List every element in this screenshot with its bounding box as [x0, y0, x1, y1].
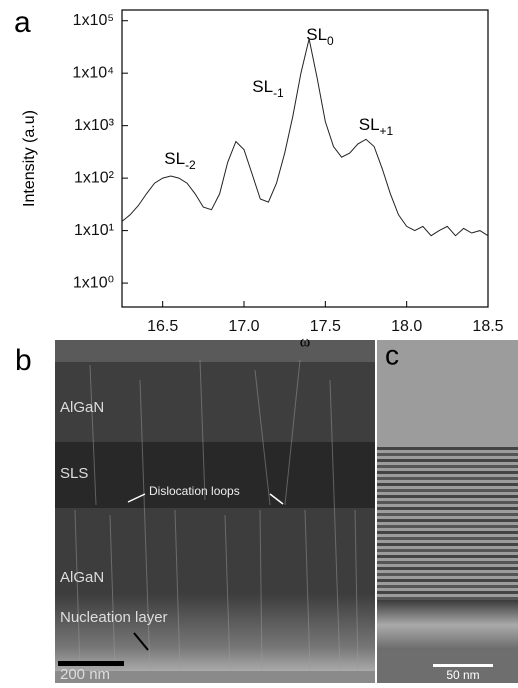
y-tick-label: 1x10⁴ [72, 64, 114, 81]
y-tick-label: 1x10³ [74, 117, 115, 134]
sls-stripe [377, 549, 518, 552]
y-tick-label: 1x10² [74, 169, 115, 186]
plot-frame [121, 9, 489, 308]
peak-label-sub: +1 [380, 124, 394, 138]
sls-stripe [377, 597, 518, 600]
sls-stripe [377, 555, 518, 558]
sls-stripe [377, 459, 518, 462]
scale-bar-label: 50 nm [446, 668, 479, 682]
sls-stripe [377, 525, 518, 528]
peak-label: SL+1 [359, 115, 394, 138]
peak-label: SL0 [306, 25, 334, 48]
x-tick-label: 18.0 [391, 318, 422, 335]
layer-label: SLS [60, 465, 88, 482]
sls-stripe [377, 495, 518, 498]
peak-label-text: SL [164, 149, 185, 168]
sls-stripe [377, 513, 518, 516]
peak-label-text: SL [306, 25, 327, 44]
peak-label-sub: -2 [185, 158, 196, 172]
y-tick-label: 1x10⁰ [73, 274, 114, 291]
sls-stripe [377, 453, 518, 456]
y-tick-label: 1x10⁵ [73, 12, 114, 29]
panel-label: a [14, 6, 31, 39]
sls-stripe [377, 561, 518, 564]
sls-stripe [377, 483, 518, 486]
data-line [121, 38, 489, 237]
peak-label-sub: 0 [327, 34, 334, 48]
sls-stripe [377, 531, 518, 534]
sls-stripe [377, 507, 518, 510]
annotation: Dislocation loops [149, 484, 240, 498]
panel-label: c [385, 339, 399, 370]
sls-stripe [377, 585, 518, 588]
sls-stripe [377, 579, 518, 582]
layer-label: AlGaN [60, 569, 104, 586]
sls-stripe [377, 477, 518, 480]
tem-image-c [377, 340, 518, 683]
peak-label-sub: -1 [273, 86, 284, 100]
peak-label-text: SL [359, 115, 380, 134]
x-axis-label: ω [300, 334, 311, 351]
sls-stripe [377, 519, 518, 522]
sls-stripe [377, 567, 518, 570]
layer-label: AlGaN [60, 399, 104, 416]
sls-stripe [377, 489, 518, 492]
peak-label: SL-1 [252, 77, 284, 100]
x-tick-label: 16.5 [147, 318, 178, 335]
layer-label: Nucleation layer [60, 609, 168, 626]
x-tick-label: 18.5 [472, 318, 503, 335]
sls-stripe [377, 537, 518, 540]
sls-stripe [377, 591, 518, 594]
sls-stripe [377, 501, 518, 504]
peak-label-text: SL [252, 77, 273, 96]
sls-stripe [377, 573, 518, 576]
panel-label: b [15, 344, 32, 377]
tem-image-b [55, 340, 375, 683]
peak-label: SL-2 [164, 149, 196, 172]
sls-stripe [377, 447, 518, 450]
scale-bar-label: 200 nm [60, 666, 110, 683]
sls-stripe [377, 471, 518, 474]
x-tick-label: 17.0 [228, 318, 259, 335]
sls-stripe [377, 543, 518, 546]
y-axis-label: Intensity (a.u) [21, 110, 38, 207]
x-tick-label: 17.5 [310, 318, 341, 335]
y-tick-label: 1x10¹ [74, 222, 114, 239]
sls-stripe [377, 465, 518, 468]
